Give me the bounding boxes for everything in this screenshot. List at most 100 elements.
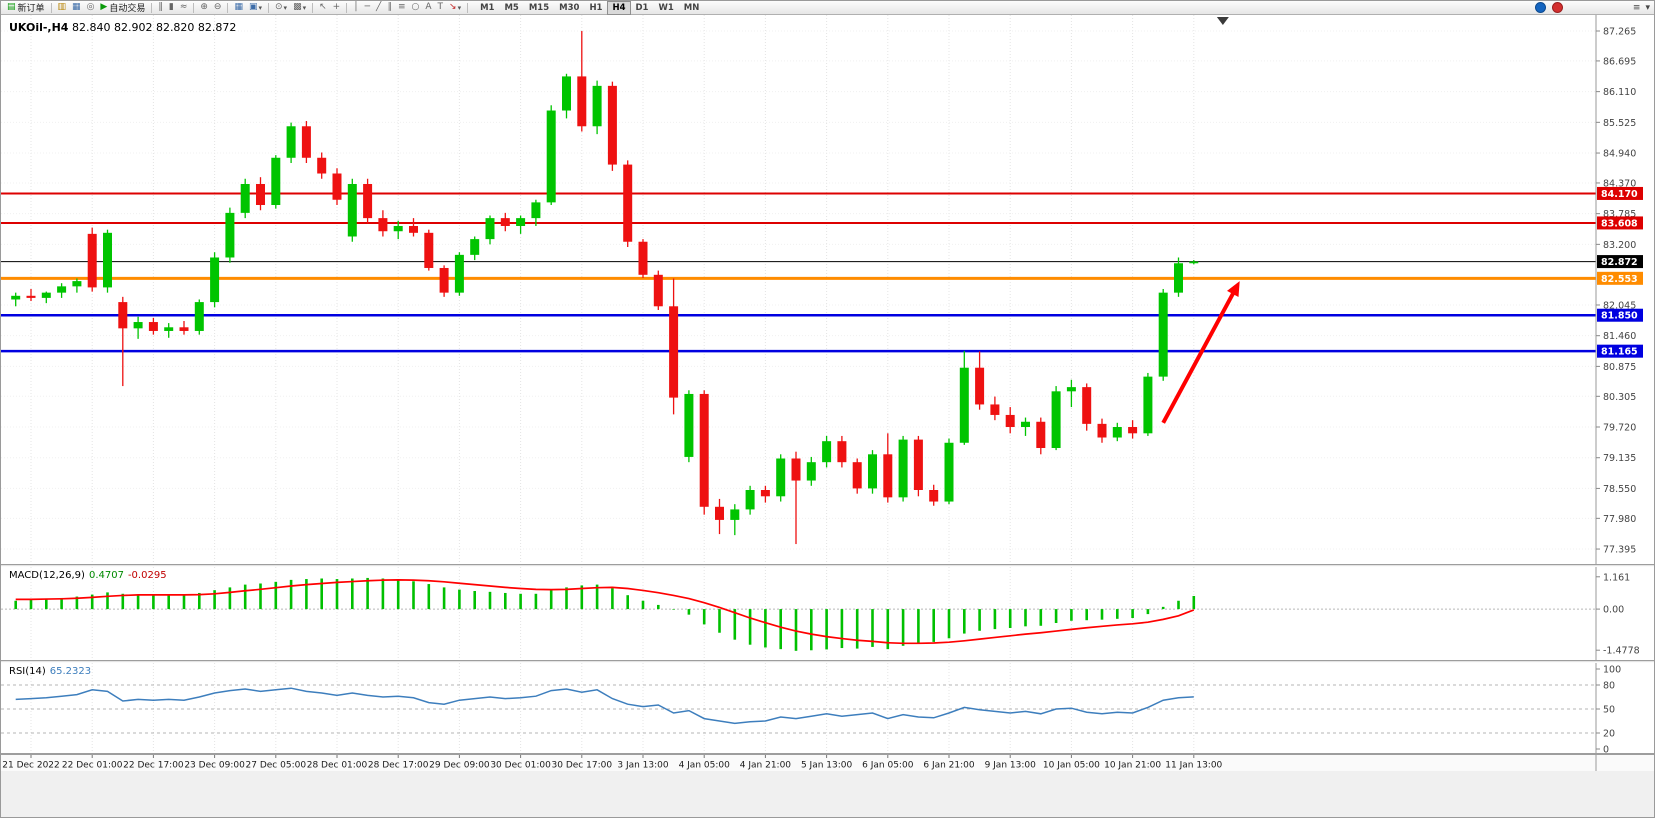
- text-tool-button[interactable]: A: [422, 2, 434, 14]
- candle: [715, 506, 724, 520]
- autotrading-button[interactable]: ▶ 自动交易: [97, 2, 148, 14]
- timeframe-w1[interactable]: W1: [658, 2, 674, 13]
- toolbar: ▤ 新订单 ▥ ▦ ◎ ▶ 自动交易 ‖ ▮ ≈ ⊕ ⊖ ▦ ▣ ▾ ⊙ ▾ ▩ ▾ …: [1, 1, 1654, 15]
- candle: [699, 393, 709, 507]
- timeframe-mn[interactable]: MN: [683, 2, 700, 13]
- panel-separator[interactable]: [1, 660, 1654, 663]
- horizontal-line-icon: ─: [364, 2, 371, 12]
- notification-icon[interactable]: [1551, 2, 1563, 13]
- price-tick-label: 80.305: [1603, 392, 1636, 403]
- candle: [347, 184, 357, 237]
- community-icon[interactable]: [1534, 2, 1546, 13]
- candle: [730, 509, 740, 520]
- chart-shift-marker[interactable]: [1216, 17, 1229, 25]
- chart-symbol: UKOil-,H4: [9, 21, 69, 34]
- timeframe-d1[interactable]: D1: [635, 2, 649, 13]
- tile-windows-button[interactable]: ▦: [231, 2, 246, 14]
- rsi-name: RSI(14): [9, 666, 46, 677]
- candle-chart-button[interactable]: ▮: [166, 2, 177, 14]
- bar-chart-icon: ‖: [158, 2, 163, 12]
- time-label: 21 Dec 2022: [2, 761, 60, 771]
- channel-button[interactable]: ∥: [384, 2, 395, 14]
- candle: [791, 458, 801, 481]
- price-badge: [1597, 216, 1643, 230]
- cursor-button[interactable]: ↖: [316, 2, 330, 14]
- label-tool-button[interactable]: T: [435, 2, 447, 14]
- arrows-tool-button[interactable]: ↘ ▾: [446, 2, 464, 14]
- new-chart-button[interactable]: ▣ ▾: [246, 2, 265, 14]
- alerts-button[interactable]: ◎: [84, 2, 98, 14]
- price-tick-label: 86.695: [1603, 56, 1636, 67]
- timeframe-m30[interactable]: M30: [559, 2, 580, 13]
- macd-main-value: 0.4707: [88, 570, 124, 581]
- macd-signal-line: [15, 579, 1195, 645]
- shapes-icon: ○: [411, 2, 420, 12]
- line-chart-icon: ≈: [179, 2, 188, 12]
- toolbar-separator: [50, 2, 52, 13]
- fibonacci-icon: ≡: [397, 2, 406, 12]
- toolbar-separator: [268, 2, 269, 13]
- candle: [301, 126, 311, 158]
- candle: [684, 393, 694, 457]
- vertical-line-button[interactable]: │: [350, 2, 361, 14]
- time-label: 28 Dec 01:00: [307, 761, 368, 771]
- price-tick-label: 84.940: [1603, 149, 1636, 160]
- charts-button[interactable]: ▦: [69, 2, 84, 14]
- candle: [516, 218, 526, 226]
- price-tick-label: 77.395: [1603, 545, 1636, 556]
- main-chart-canvas[interactable]: 87.265 86.695 86.110 85.525 84.940 84.370 83.7…: [1, 15, 1655, 564]
- charts-icon: ▦: [72, 2, 81, 12]
- timeframe-m5[interactable]: M5: [504, 2, 519, 13]
- trend-arrow-head: [1227, 281, 1240, 298]
- candle: [57, 286, 67, 293]
- shapes-button[interactable]: ○: [409, 2, 423, 14]
- macd-panel: 1.161 0.00 -1.4778 MACD(12,26,9) 0.4707 -0.0…: [1, 567, 1655, 660]
- templates-button[interactable]: ▩ ▾: [290, 2, 309, 14]
- timeframe-h4[interactable]: H4: [607, 1, 631, 15]
- price-tick-label: 78.550: [1603, 484, 1636, 495]
- fibonacci-button[interactable]: ≡: [395, 2, 409, 14]
- candle: [913, 439, 923, 490]
- trend-arrow-line[interactable]: [1161, 287, 1238, 424]
- autotrading-play-icon: ▶: [100, 2, 108, 12]
- rsi-line: [15, 687, 1194, 725]
- candle: [424, 232, 434, 268]
- zoom-in-button[interactable]: ⊕: [197, 2, 211, 14]
- bar-chart-button[interactable]: ‖: [155, 2, 166, 14]
- candle: [439, 267, 449, 293]
- periods-button[interactable]: ⊙ ▾: [272, 2, 290, 14]
- rsi-canvas[interactable]: 100 80 50 20 0: [1, 663, 1655, 753]
- line-chart-button[interactable]: ≈: [177, 2, 191, 14]
- horizontal-line-button[interactable]: ─: [362, 2, 373, 14]
- candle: [41, 292, 51, 298]
- price-tick-label: 81.460: [1603, 331, 1636, 342]
- toolbar-corner-group: ≡ ▾: [1633, 3, 1650, 13]
- macd-canvas[interactable]: 1.161 0.00 -1.4778: [1, 567, 1655, 660]
- time-label: 4 Jan 21:00: [740, 761, 792, 771]
- window-menu-icon[interactable]: ≡: [1632, 2, 1641, 13]
- candle: [148, 322, 158, 331]
- zoom-out-icon: ⊖: [213, 2, 222, 12]
- candle: [378, 218, 388, 232]
- toolbar-separator: [312, 2, 314, 13]
- timeframe-h1[interactable]: H1: [589, 2, 603, 13]
- crosshair-button[interactable]: +: [330, 2, 344, 14]
- collapse-icon[interactable]: ▾: [1645, 2, 1650, 13]
- time-label: 4 Jan 05:00: [679, 761, 731, 771]
- profiles-button[interactable]: ▥: [55, 2, 70, 14]
- trendline-button[interactable]: ╱: [373, 2, 384, 14]
- time-axis[interactable]: 21 Dec 2022 22 Dec 01:00 22 Dec 17:00 23 De…: [1, 755, 1654, 771]
- candle: [87, 233, 97, 288]
- panel-separator[interactable]: [1, 564, 1654, 567]
- new-order-button[interactable]: ▤ 新订单: [4, 2, 48, 14]
- timeframe-m1[interactable]: M1: [480, 2, 495, 13]
- candle: [669, 306, 679, 398]
- price-tick-label: 83.200: [1603, 240, 1636, 251]
- macd-label: MACD(12,26,9) 0.4707 -0.0295: [9, 570, 167, 581]
- zoom-out-button[interactable]: ⊖: [211, 2, 225, 14]
- candle: [607, 85, 617, 165]
- time-label: 22 Dec 17:00: [123, 761, 184, 771]
- timeframe-m15[interactable]: M15: [528, 2, 550, 13]
- chevron-down-icon: ▾: [283, 3, 288, 12]
